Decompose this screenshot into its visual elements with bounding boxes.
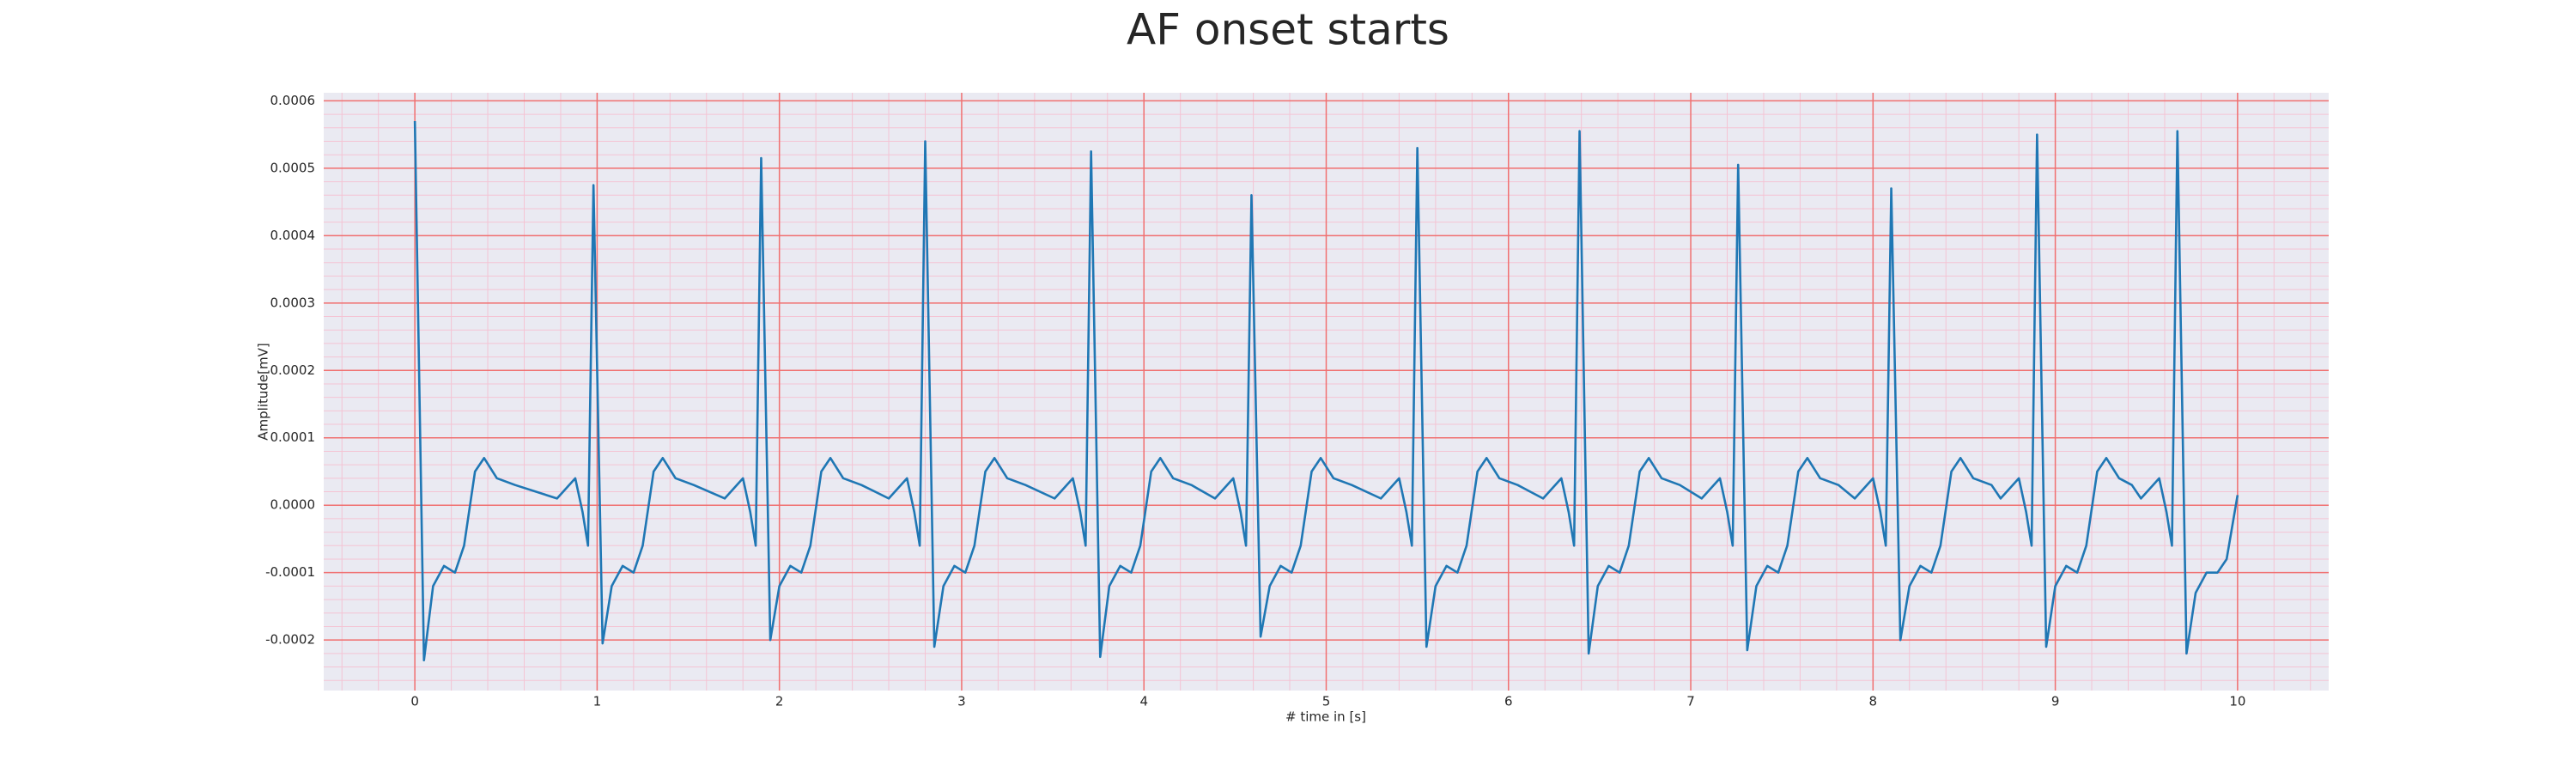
ecg-line [413,120,2239,661]
x-tick-label: 4 [1139,694,1148,709]
x-tick-label: 5 [1322,694,1331,709]
y-tick-label: -0.0002 [265,632,315,648]
x-tick-label: 1 [593,694,602,709]
y-axis-label: Amplitude[mV] [256,343,271,440]
x-tick-label: 8 [1869,694,1878,709]
y-tick-label: 0.0000 [270,497,316,513]
y-tick-label: -0.0001 [265,564,315,580]
y-tick-label: 0.0004 [270,228,316,243]
x-tick-label: 0 [410,694,419,709]
y-tick-label: 0.0001 [270,429,316,445]
x-tick-label: 3 [957,694,966,709]
x-tick-label: 6 [1504,694,1513,709]
y-tick-label: 0.0005 [270,160,316,175]
y-tick-label: 0.0006 [270,93,316,108]
x-tick-label: 10 [2229,694,2245,709]
x-tick-label: 7 [1686,694,1695,709]
x-axis-label: # time in [s] [1285,709,1366,725]
chart-title: AF onset starts [1127,5,1449,55]
x-tick-label: 9 [2051,694,2060,709]
y-tick-label: 0.0002 [270,362,316,378]
y-tick-label: 0.0003 [270,295,316,310]
x-tick-label: 2 [775,694,784,709]
